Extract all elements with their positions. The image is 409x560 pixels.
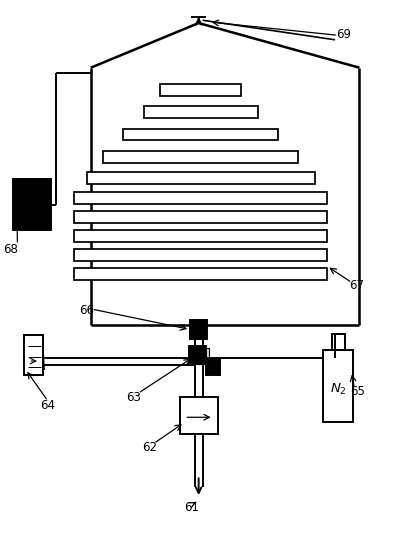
Bar [123, 129, 278, 141]
Bar [190, 320, 207, 339]
Text: 61: 61 [184, 501, 199, 515]
Text: 65: 65 [350, 385, 365, 398]
Bar [180, 397, 218, 433]
Bar [74, 268, 327, 280]
Bar [24, 335, 43, 375]
Bar [74, 211, 327, 223]
Bar [323, 350, 353, 422]
Text: 62: 62 [142, 441, 157, 454]
Text: 64: 64 [40, 399, 56, 412]
Text: 67: 67 [349, 279, 364, 292]
Bar [103, 151, 299, 163]
Bar [332, 334, 345, 350]
Bar [189, 346, 207, 363]
Text: 66: 66 [79, 304, 94, 317]
Text: 69: 69 [336, 27, 351, 41]
Bar [144, 106, 258, 118]
Bar [13, 179, 51, 230]
Bar [87, 172, 315, 184]
Bar [74, 230, 327, 242]
Bar [160, 84, 241, 96]
Bar [74, 249, 327, 261]
Bar [74, 192, 327, 204]
Text: 68: 68 [3, 243, 18, 256]
Text: 63: 63 [126, 391, 141, 404]
Bar [193, 348, 209, 364]
Text: $N_2$: $N_2$ [330, 382, 346, 397]
Bar [206, 358, 220, 375]
